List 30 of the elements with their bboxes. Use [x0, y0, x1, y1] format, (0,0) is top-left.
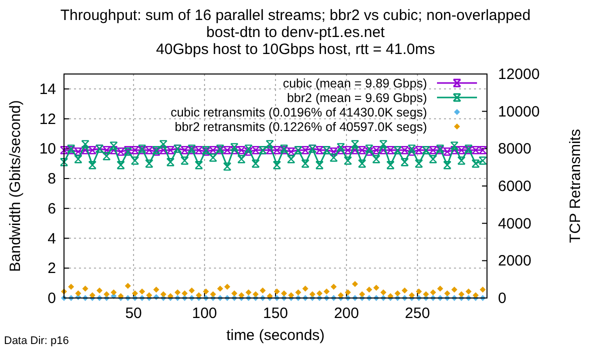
legend-label: cubic (mean = 9.89 Gbps) — [282, 76, 427, 90]
x-tick-label: 250 — [404, 305, 430, 322]
chart-title: Throughput: sum of 16 parallel streams; bbr2 vs cubic; non-overlapped — [60, 7, 531, 24]
y-tick-label: 6 — [48, 200, 56, 218]
text: Data Dir: p16 — [4, 335, 69, 347]
y-tick-label: 12 — [39, 110, 56, 128]
y-tick-label: 8 — [48, 170, 56, 188]
x-axis-title: time (seconds) — [226, 327, 325, 344]
y-tick-label: 2 — [48, 260, 56, 278]
legend-label: cubic retransmits (0.0196% of 41430.0K segs) — [170, 106, 427, 120]
y2-tick-label: 6000 — [498, 178, 532, 195]
y2-tick-label: 4000 — [498, 215, 532, 232]
x-tick-label: 200 — [334, 305, 359, 322]
y-tick-label: 14 — [39, 80, 56, 98]
legend-label: bbr2 (mean = 9.69 Gbps) — [286, 91, 427, 105]
x-tick-label: 100 — [192, 305, 218, 322]
y-tick-label: 4 — [48, 230, 56, 248]
y2-tick-label: 2000 — [498, 252, 532, 270]
y2-tick-label: 8000 — [498, 140, 532, 158]
y-tick-label: 10 — [39, 140, 56, 158]
y-axis-title: Bandwidth (Gbits/second) — [7, 100, 24, 272]
y2-axis-title: TCP Retransmits — [567, 129, 584, 243]
y2-tick-label: 0 — [498, 290, 506, 307]
y2-tick-label: 12000 — [498, 66, 540, 83]
y2-tick-label: 10000 — [498, 103, 540, 120]
legend-label: bbr2 retransmits (0.1226% of 40597.0K segs) — [174, 120, 427, 134]
y-tick-label: 0 — [48, 290, 56, 307]
chart-subtitle: bost-dtn to denv-pt1.es.net 40Gbps host to 10Gbps host, rtt = 41.0ms — [156, 24, 435, 58]
x-tick-label: 150 — [262, 305, 288, 322]
x-tick-label: 50 — [125, 305, 142, 322]
